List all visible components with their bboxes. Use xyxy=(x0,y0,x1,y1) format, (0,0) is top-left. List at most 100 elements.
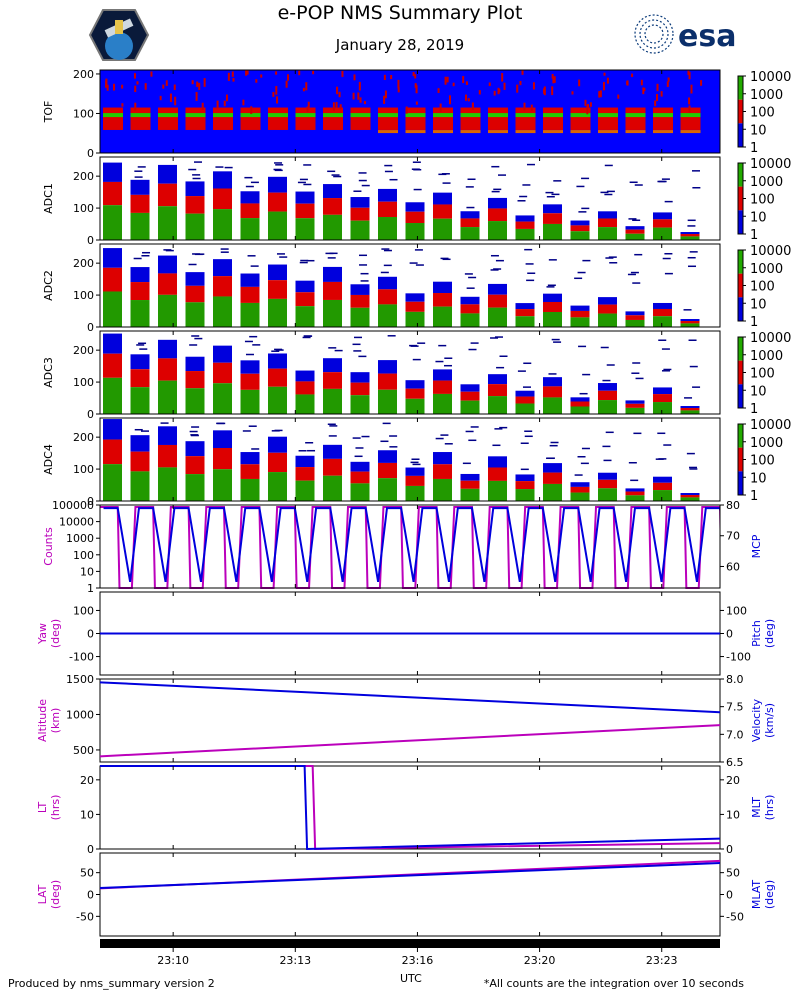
y-tick-label: -50 xyxy=(76,910,94,923)
adc-green xyxy=(130,387,150,414)
colorbar-label: 1 xyxy=(750,228,758,243)
adc-red xyxy=(570,486,590,493)
adc-speckle xyxy=(142,251,151,254)
adc-speckle xyxy=(522,184,531,186)
adc-green xyxy=(515,228,535,240)
adc-speckle xyxy=(466,287,475,289)
adc-speckle xyxy=(627,273,636,276)
tof-band xyxy=(460,107,481,130)
adc-green xyxy=(625,233,645,240)
adc-speckle xyxy=(360,272,369,275)
colorbar-label: 10 xyxy=(750,297,767,312)
tof-speckle xyxy=(338,91,341,98)
y-tick-label-right: 100 xyxy=(726,604,747,617)
adc-speckle xyxy=(137,166,146,168)
adc-speckle xyxy=(352,343,361,346)
adc-blue xyxy=(295,455,315,468)
adc-speckle xyxy=(470,426,479,428)
adc-speckle xyxy=(215,166,224,168)
adc-green xyxy=(543,397,562,414)
tof-speckle xyxy=(586,105,589,115)
adc-blue xyxy=(433,281,452,294)
adc-speckle xyxy=(160,422,169,424)
tof-speckle xyxy=(105,80,108,88)
adc-speckle xyxy=(576,185,585,188)
tof-speckle xyxy=(358,81,361,91)
adc-green xyxy=(433,306,452,327)
adc-speckle xyxy=(688,265,697,268)
colorbar-label: 1000 xyxy=(750,436,783,451)
adc-speckle xyxy=(631,372,640,374)
adc-speckle xyxy=(440,257,449,260)
tof-speckle xyxy=(642,87,645,95)
series-velocity xyxy=(99,681,721,714)
colorbar-label: 10000 xyxy=(750,244,791,259)
tof-speckle xyxy=(437,88,440,93)
adc-speckle xyxy=(664,272,673,275)
adc-speckle xyxy=(444,357,453,359)
y-axis-label: TOF xyxy=(42,101,55,124)
adc-blue xyxy=(295,280,315,293)
y-axis-label: (km) xyxy=(49,708,62,734)
adc-speckle xyxy=(328,347,337,349)
adc-red xyxy=(378,201,397,218)
tof-speckle xyxy=(656,83,659,92)
adc-blue xyxy=(460,473,480,481)
adc-speckle xyxy=(491,190,500,193)
y-axis-label-right: (hrs) xyxy=(763,795,776,821)
adc-red xyxy=(103,181,122,206)
tof-peak xyxy=(625,113,646,118)
y-axis-label-right: MLT xyxy=(750,797,763,818)
colorbar-label: 10000 xyxy=(750,70,791,85)
adc-blue xyxy=(240,191,260,204)
adc-red xyxy=(570,225,590,232)
time-coverage-bar xyxy=(100,939,720,948)
tof-peak-2 xyxy=(680,130,701,134)
adc-speckle xyxy=(581,177,590,180)
tof-speckle xyxy=(488,82,491,87)
adc-speckle xyxy=(220,251,229,253)
tof-speckle xyxy=(497,87,500,95)
adc-red xyxy=(240,203,260,219)
adc-speckle xyxy=(329,252,338,255)
adc-red xyxy=(543,472,562,484)
adc-red xyxy=(460,480,480,489)
adc-speckle xyxy=(628,461,637,464)
tof-speckle xyxy=(643,87,646,92)
tof-speckle xyxy=(465,81,468,85)
adc-green xyxy=(268,298,287,327)
adc-speckle xyxy=(355,447,364,449)
tof-peak-2 xyxy=(460,130,481,134)
y-tick-label-right: 10 xyxy=(726,808,740,821)
adc-green xyxy=(653,490,672,501)
tof-speckle xyxy=(465,94,468,101)
adc-speckle xyxy=(492,444,501,447)
adc-red xyxy=(405,211,425,224)
colorbar-red xyxy=(738,360,743,385)
adc-speckle xyxy=(520,442,529,445)
y-axis-label-right: (km/s) xyxy=(763,703,776,738)
adc-speckle xyxy=(468,276,477,279)
adc-red xyxy=(185,371,205,389)
adc-green xyxy=(185,474,205,501)
adc-red xyxy=(598,218,617,228)
tof-band xyxy=(488,107,508,130)
adc-speckle xyxy=(134,176,143,178)
colorbar-label: 100 xyxy=(750,280,775,295)
adc-red xyxy=(515,481,535,490)
adc-red xyxy=(598,390,617,401)
adc-speckle xyxy=(189,344,198,346)
adc-speckle xyxy=(194,161,203,163)
tof-speckle xyxy=(198,82,201,90)
adc-blue xyxy=(543,204,562,214)
adc-red xyxy=(103,439,122,465)
tof-peak-2 xyxy=(488,130,508,134)
adc-speckle xyxy=(191,426,200,428)
adc-blue xyxy=(570,305,590,311)
tof-speckle xyxy=(275,71,278,75)
adc-red xyxy=(433,293,452,307)
adc-red xyxy=(653,219,672,228)
tof-speckle xyxy=(150,71,153,77)
adc-speckle xyxy=(522,386,531,388)
adc-speckle xyxy=(691,170,700,172)
